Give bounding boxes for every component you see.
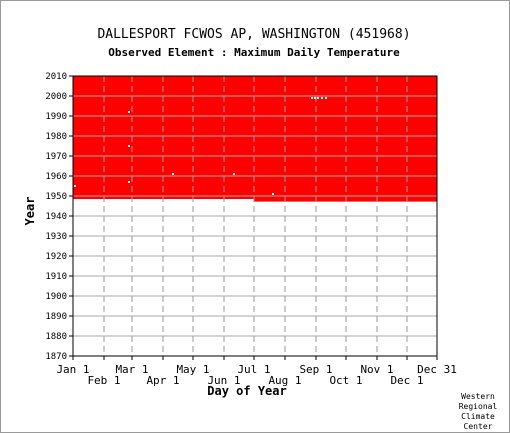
- x-tick-label: Dec 1: [390, 374, 423, 387]
- y-tick-label: 1960: [45, 172, 67, 182]
- x-tick-label: Nov 1: [360, 363, 393, 376]
- y-tick-label: 1980: [45, 132, 67, 142]
- y-tick-label: 1890: [45, 312, 67, 322]
- x-tick-label: Sep 1: [299, 363, 332, 376]
- plot-area: 1870 1880 1890 1900 1910 1920 1930 1940 1950 1960…: [45, 72, 457, 387]
- missing-data-point: [325, 97, 327, 99]
- missing-data-point: [172, 173, 174, 175]
- missing-data-point: [233, 173, 235, 175]
- y-axis-label: Year: [23, 197, 37, 226]
- x-axis-label: Day of Year: [207, 384, 286, 398]
- y-tick-label: 1930: [45, 232, 67, 242]
- y-tick-label: 1870: [45, 352, 67, 362]
- chart-subtitle: Observed Element : Maximum Daily Tempera…: [108, 46, 400, 59]
- missing-data-point: [317, 97, 319, 99]
- chart-title: DALLESPORT FCWOS AP, WASHINGTON (451968): [97, 27, 410, 42]
- y-tick-label: 1910: [45, 272, 67, 282]
- x-tick-label: Jan 1: [56, 363, 89, 376]
- missing-data-point: [321, 97, 323, 99]
- y-tick-label: 1940: [45, 212, 67, 222]
- credit-line: Climate: [461, 412, 495, 421]
- y-tick-label: 1950: [45, 192, 67, 202]
- x-tick-label: Jul 1: [237, 363, 270, 376]
- x-tick-label: Oct 1: [329, 374, 362, 387]
- x-tick-label: Dec 31: [417, 363, 457, 376]
- x-tick-label: Feb 1: [87, 374, 120, 387]
- y-tick-label: 1970: [45, 152, 67, 162]
- missing-data-point: [128, 181, 130, 183]
- missing-data-point: [314, 97, 316, 99]
- missing-data-point: [74, 185, 76, 187]
- x-tick-label: May 1: [176, 363, 209, 376]
- credit-line: Regional: [459, 402, 498, 411]
- y-tick-label: 1990: [45, 112, 67, 122]
- x-tick-label: Jun 1: [207, 374, 240, 387]
- x-tick-label: Aug 1: [268, 374, 301, 387]
- credit-line: Western: [461, 392, 495, 401]
- y-tick-label: 1880: [45, 332, 67, 342]
- missing-data-point: [128, 111, 130, 113]
- credit-line: Center: [464, 422, 493, 431]
- y-tick-label: 1920: [45, 252, 67, 262]
- missing-data-point: [311, 97, 313, 99]
- y-tick-label: 2010: [45, 72, 67, 82]
- missing-data-point: [128, 145, 130, 147]
- x-tick-label: Apr 1: [146, 374, 179, 387]
- missing-data-point: [272, 193, 274, 195]
- x-tick-label: Mar 1: [115, 363, 148, 376]
- y-tick-label: 2000: [45, 92, 67, 102]
- y-tick-label: 1900: [45, 292, 67, 302]
